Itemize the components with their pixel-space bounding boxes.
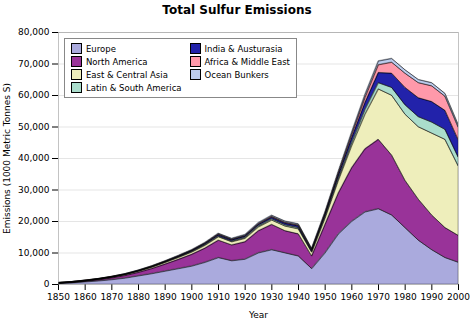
html-text:Latin & South America: Latin & South America	[86, 82, 182, 93]
svg-text:1940: 1940	[287, 292, 310, 302]
svg-text:1880: 1880	[127, 292, 150, 302]
svg-text:60,000: 60,000	[18, 90, 50, 100]
svg-text:20,000: 20,000	[18, 216, 50, 226]
svg-text:1970: 1970	[367, 292, 390, 302]
svg-text:1930: 1930	[260, 292, 283, 302]
svg-text:1980: 1980	[394, 292, 417, 302]
html-text:East & Central Asia: East & Central Asia	[86, 69, 168, 80]
html-text:India & Austurasia: India & Austurasia	[204, 43, 283, 54]
html-text:Ocean Bunkers: Ocean Bunkers	[204, 69, 269, 80]
svg-text:1910: 1910	[207, 292, 230, 302]
svg-text:40,000: 40,000	[18, 153, 50, 163]
html-text:North America: North America	[86, 56, 148, 67]
svg-text:1860: 1860	[74, 292, 97, 302]
svg-text:70,000: 70,000	[18, 59, 50, 69]
svg-text:1870: 1870	[100, 292, 123, 302]
svg-text:1900: 1900	[180, 292, 203, 302]
svg-text:80,000: 80,000	[18, 27, 50, 37]
svg-text:1950: 1950	[314, 292, 337, 302]
html-text:Africa & Middle East: Africa & Middle East	[204, 56, 290, 67]
svg-text:1920: 1920	[234, 292, 257, 302]
svg-text:10,000: 10,000	[18, 248, 50, 258]
svg-text:0: 0	[44, 279, 50, 289]
svg-text:Emissions (1000 Metric Tonnes: Emissions (1000 Metric Tonnes S)	[2, 83, 12, 234]
svg-text:Year: Year	[248, 310, 268, 320]
svg-text:1990: 1990	[420, 292, 443, 302]
html-text:Total Sulfur Emissions: Total Sulfur Emissions	[162, 3, 312, 17]
svg-text:1960: 1960	[340, 292, 363, 302]
svg-text:50,000: 50,000	[18, 122, 50, 132]
svg-text:1850: 1850	[47, 292, 70, 302]
svg-text:30,000: 30,000	[18, 185, 50, 195]
svg-text:1890: 1890	[154, 292, 177, 302]
html-text:Europe: Europe	[86, 43, 116, 54]
svg-text:2000: 2000	[447, 292, 470, 302]
